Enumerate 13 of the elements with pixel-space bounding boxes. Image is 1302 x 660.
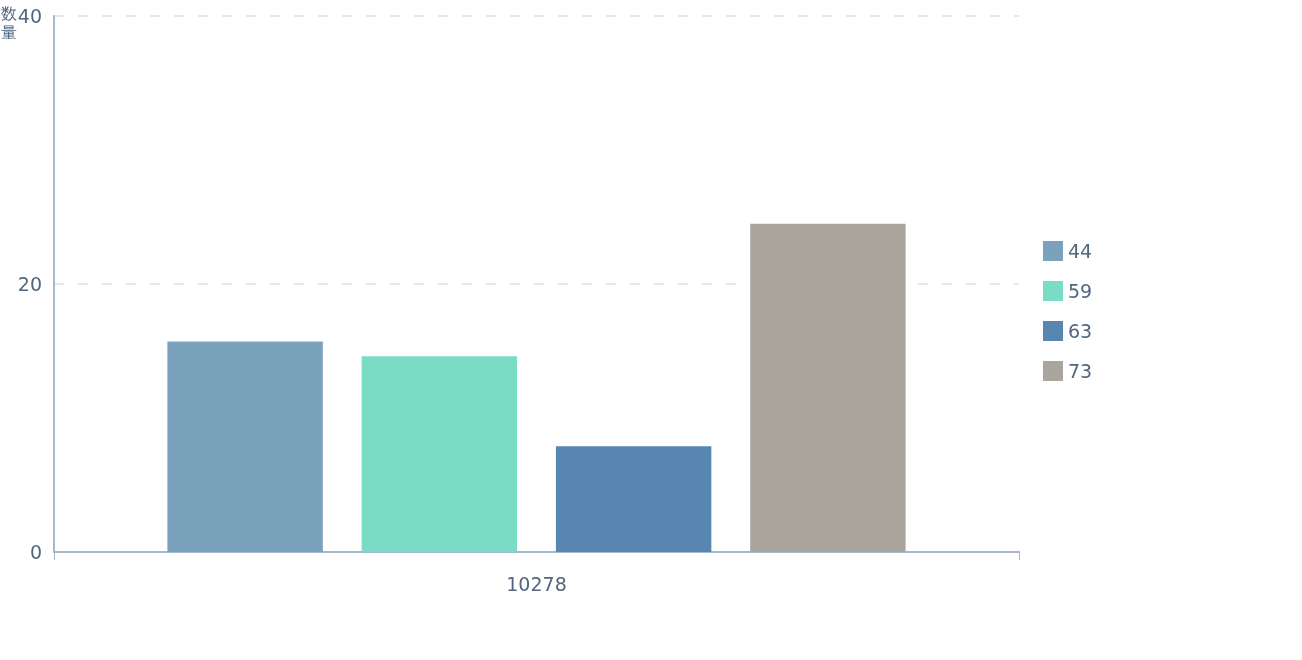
bar <box>167 341 323 552</box>
x-tick-label: 10278 <box>506 572 567 595</box>
bar <box>750 223 906 552</box>
legend-label: 59 <box>1068 280 1093 302</box>
y-axis-title: 数量 <box>0 4 18 42</box>
y-tick-label: 20 <box>17 273 42 295</box>
y-tick-label: 0 <box>29 541 42 563</box>
legend-label: 73 <box>1068 360 1093 382</box>
bar <box>361 356 518 552</box>
y-tick-label: 40 <box>17 5 42 27</box>
legend-label: 63 <box>1068 320 1093 342</box>
bar <box>555 446 712 552</box>
legend-label: 44 <box>1068 240 1093 262</box>
